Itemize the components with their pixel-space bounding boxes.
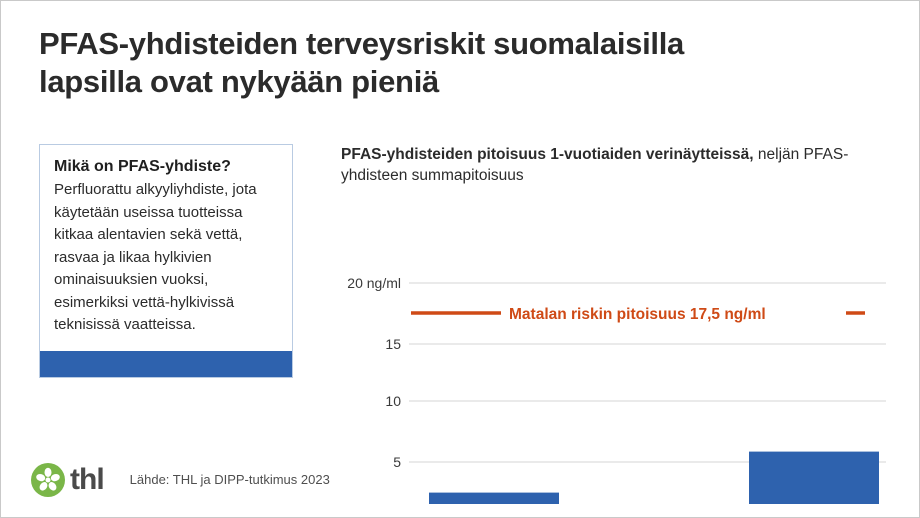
chart-header: PFAS-yhdisteiden pitoisuus 1-vuotiaiden … [341, 144, 871, 186]
chart-container: PFAS-yhdisteiden pitoisuus 1-vuotiaiden … [341, 144, 886, 504]
source-note: Lähde: THL ja DIPP-tutkimus 2023 [129, 472, 330, 487]
info-box: Mikä on PFAS-yhdiste? Perfluorattu alkyy… [39, 144, 293, 378]
y-axis-ticks: 20 ng/ml 15 10 5 0 [347, 275, 401, 470]
bar-oulu [429, 492, 559, 504]
page-title: PFAS-yhdisteiden terveysriskit suomalais… [39, 25, 739, 101]
page-title-line-2: lapsilla ovat nykyään pieniä [39, 64, 439, 99]
thl-logo-text: thl [70, 463, 105, 496]
threshold-label: Matalan riskin pitoisuus 17,5 ng/ml [509, 306, 766, 323]
y-tick-20: 20 ng/ml [347, 275, 401, 291]
info-box-content: Mikä on PFAS-yhdiste? Perfluorattu alkyy… [40, 145, 292, 351]
threshold-annotation: Matalan riskin pitoisuus 17,5 ng/ml [411, 306, 865, 323]
thl-flower-icon [31, 463, 65, 497]
chart-header-bold: PFAS-yhdisteiden pitoisuus 1-vuotiaiden … [341, 146, 754, 163]
page-title-line-1: PFAS-yhdisteiden terveysriskit suomalais… [39, 26, 684, 61]
chart-header-normal: neljän PFAS-yhdisteen summapitoisuus [341, 146, 849, 184]
y-tick-5: 5 [393, 454, 401, 470]
info-box-body: Perfluorattu alkyyliyhdiste, jota käytet… [54, 181, 257, 333]
bar-turku [749, 451, 879, 504]
y-tick-10: 10 [385, 393, 401, 409]
footer: thl Lähde: THL ja DIPP-tutkimus 2023 [31, 463, 330, 497]
bar-chart-svg: 20 ng/ml 15 10 5 0 Matalan riskin pitois… [347, 275, 886, 504]
y-tick-15: 15 [385, 336, 401, 352]
info-box-accent-bar [40, 350, 292, 377]
info-box-heading: Mikä on PFAS-yhdiste? [54, 158, 231, 175]
bar-chart-plot: 20 ng/ml 15 10 5 0 Matalan riskin pitois… [341, 206, 886, 504]
bars [429, 451, 879, 504]
